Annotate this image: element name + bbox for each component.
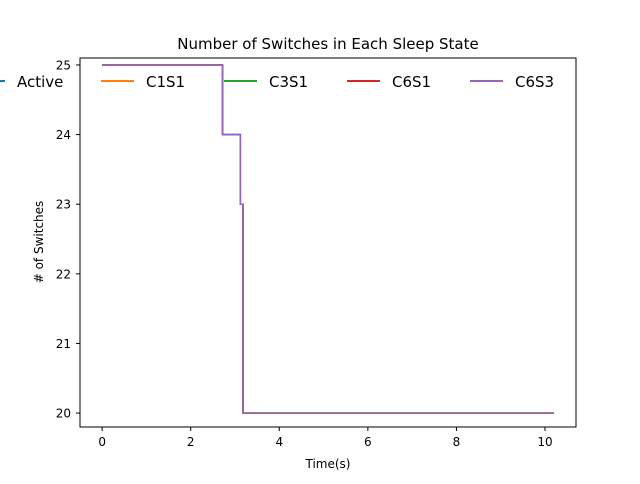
legend-label-c3s1: C3S1: [269, 73, 308, 91]
y-tick-label: 24: [56, 128, 71, 142]
y-axis-label: # of Switches: [32, 201, 46, 284]
legend-label-c6s3: C6S3: [515, 73, 554, 91]
x-axis-label: Time(s): [305, 457, 351, 471]
legend-label-c6s1: C6S1: [392, 73, 431, 91]
series-line-c6s1: [102, 64, 554, 414]
series-line-c1s1: [102, 64, 554, 414]
plot-frame: [79, 57, 577, 428]
x-tick-label: 10: [537, 435, 552, 449]
y-tick-label: 25: [56, 58, 71, 72]
series-line-active: [102, 64, 554, 414]
legend-label-active: Active: [17, 73, 63, 91]
series-line-c3s1: [102, 64, 554, 414]
y-tick-label: 21: [56, 337, 71, 351]
x-tick-label: 2: [187, 435, 195, 449]
x-tick-label: 8: [453, 435, 461, 449]
series-line-c6s3: [102, 64, 554, 414]
y-tick-label: 23: [56, 198, 71, 212]
x-tick-label: 6: [364, 435, 372, 449]
y-axis-ticks: 20 21 22 23 24 25: [56, 58, 80, 421]
legend-label-c1s1: C1S1: [146, 73, 185, 91]
x-tick-label: 4: [275, 435, 283, 449]
chart-title: Number of Switches in Each Sleep State: [177, 35, 478, 53]
series-layer: [102, 64, 554, 414]
x-axis-ticks: 0 2 4 6 8 10: [98, 427, 553, 449]
y-tick-label: 22: [56, 267, 71, 281]
y-tick-label: 20: [56, 407, 71, 421]
x-tick-label: 0: [98, 435, 106, 449]
legend: Active C1S1 C3S1 C6S1 C6S3: [0, 73, 554, 91]
